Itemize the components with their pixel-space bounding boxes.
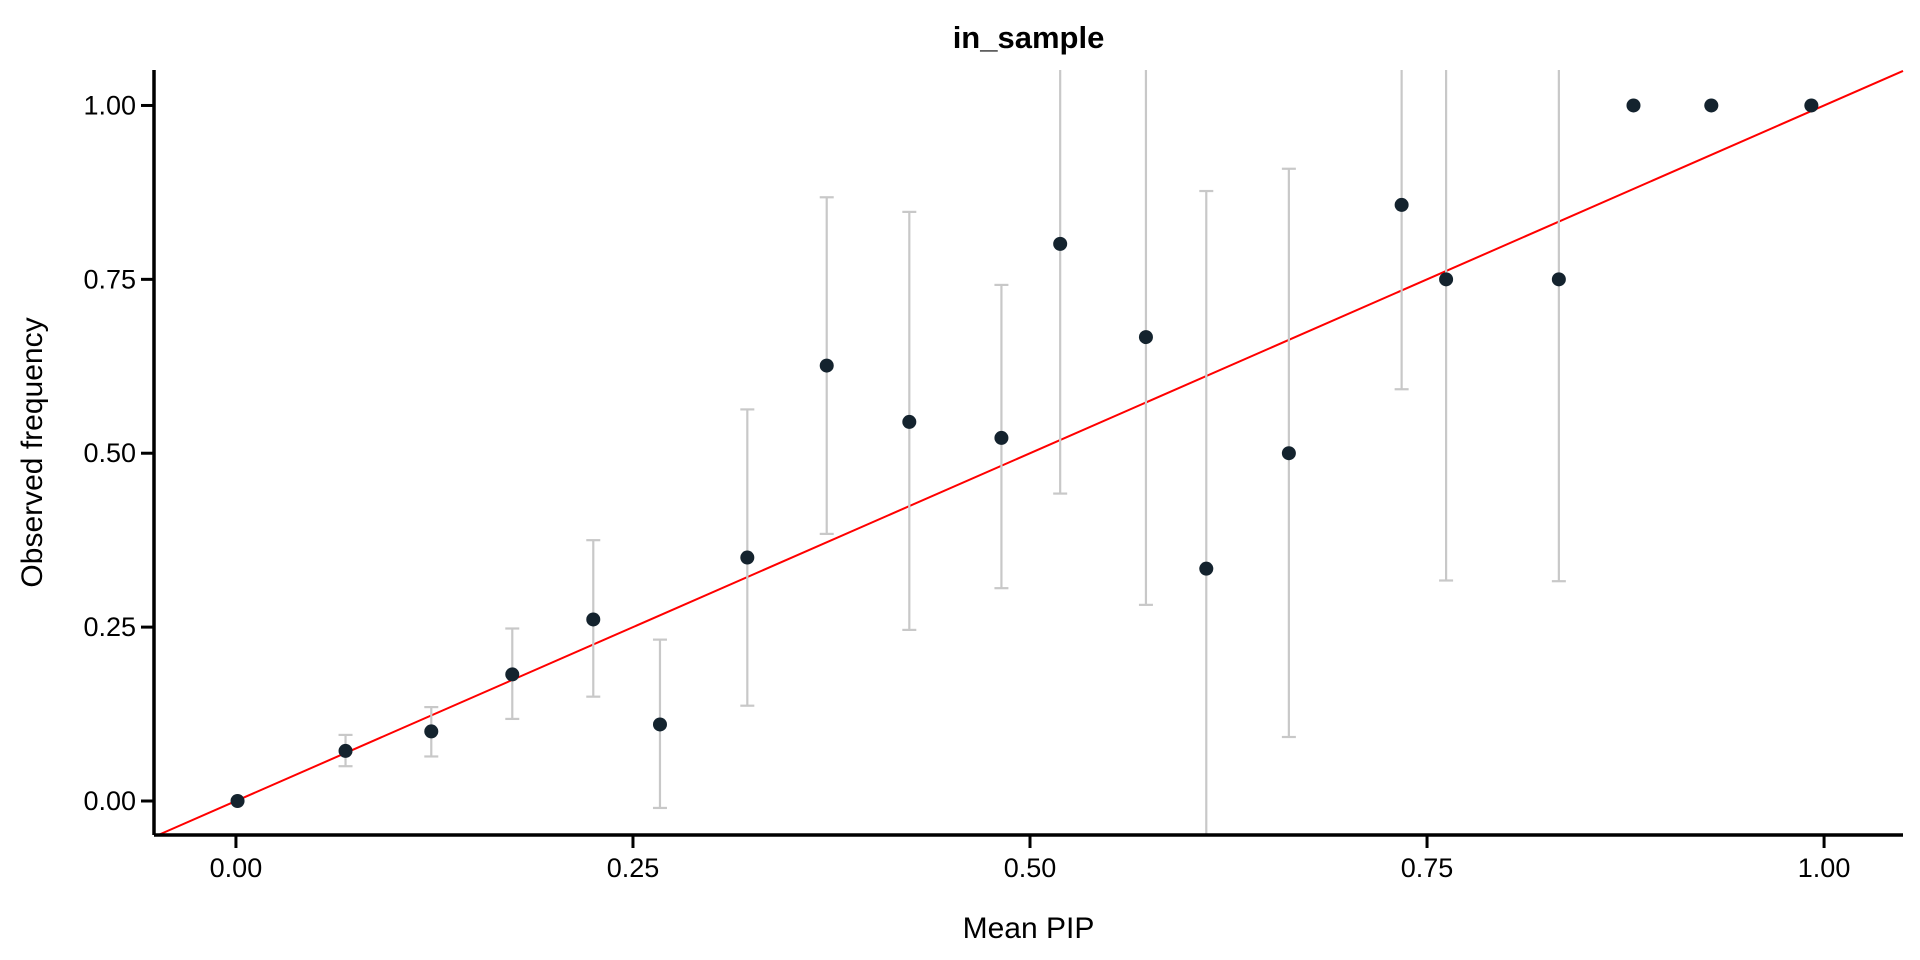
x-tick-label: 1.00 — [1798, 853, 1851, 883]
y-tick-label: 0.75 — [83, 264, 136, 294]
y-tick-label: 0.00 — [83, 786, 136, 816]
data-point — [1804, 98, 1819, 113]
data-point — [994, 430, 1009, 445]
identity-reference-line — [157, 69, 1904, 836]
data-point — [819, 358, 834, 373]
x-tick-label: 0.50 — [1004, 853, 1057, 883]
x-axis-label: Mean PIP — [963, 912, 1095, 945]
plot-title: in_sample — [953, 20, 1105, 55]
data-point — [1704, 98, 1719, 113]
x-tick-label: 0.00 — [210, 853, 263, 883]
data-point — [1138, 330, 1153, 345]
data-point — [1281, 446, 1296, 461]
y-tick-label: 0.25 — [83, 612, 136, 642]
data-point — [1394, 197, 1409, 212]
x-tick-label: 0.75 — [1401, 853, 1454, 883]
data-point — [230, 793, 245, 808]
data-point — [1439, 272, 1454, 287]
data-point — [424, 724, 439, 739]
data-point — [652, 717, 667, 732]
y-tick-label: 0.50 — [83, 438, 136, 468]
data-point — [338, 743, 353, 758]
y-tick-label: 1.00 — [83, 90, 136, 120]
data-point — [1053, 236, 1068, 251]
data-point — [1626, 98, 1641, 113]
data-point — [902, 414, 917, 429]
data-point — [505, 667, 520, 682]
data-point — [586, 612, 601, 627]
data-point — [1551, 272, 1566, 287]
y-axis-label: Observed frequency — [16, 317, 49, 587]
data-point — [1199, 561, 1214, 576]
data-point — [740, 550, 755, 565]
x-tick-label: 0.25 — [607, 853, 660, 883]
